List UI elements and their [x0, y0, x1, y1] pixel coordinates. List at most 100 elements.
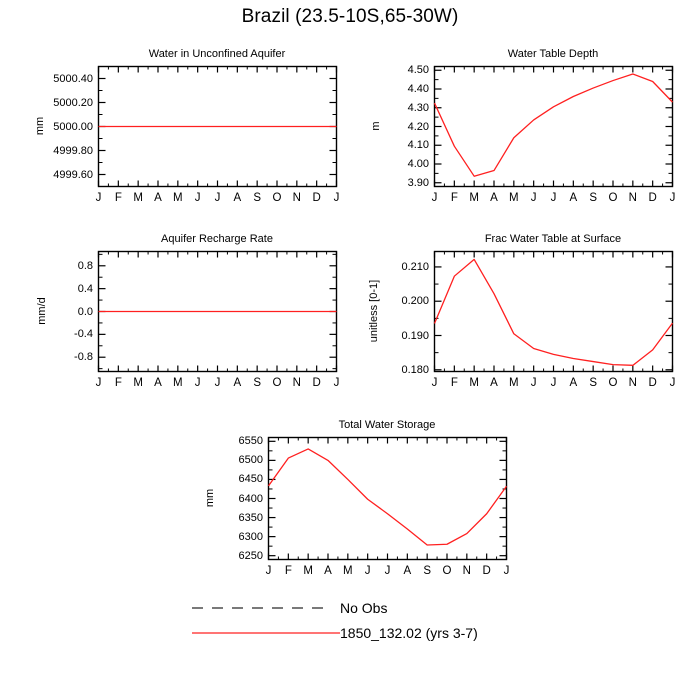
x-axis-tick-label: S: [253, 377, 261, 389]
legend-row: No Obs: [0, 597, 700, 619]
y-axis-tick-label: 5000.00: [53, 120, 93, 133]
legend-line-swatch: [192, 607, 332, 609]
x-axis-tick-label: M: [133, 377, 143, 389]
plot-area: [97, 250, 338, 373]
chart-panel-4: Frac Water Table at Surface 0.180 0.190 0.2…: [364, 233, 682, 395]
x-axis-tick-label: J: [214, 377, 221, 389]
chart-panel-1: Water in Unconfined Aquifer 4999.60 4999.8…: [28, 48, 346, 210]
page-title: Brazil (23.5-10S,65-30W): [241, 6, 459, 27]
y-axis-tick-label: 3.90: [407, 176, 429, 189]
y-axis-tick-label: 4.10: [407, 139, 429, 152]
x-axis-tick-label: J: [194, 377, 201, 389]
y-axis-tick-label: -0.4: [74, 328, 93, 341]
x-axis-tick-label: O: [608, 377, 618, 389]
x-axis-tick-label: J: [550, 192, 557, 204]
x-axis-tick-label: D: [312, 377, 321, 389]
x-axis-tick-label: F: [114, 192, 122, 204]
y-axis-tick-label: 4.20: [407, 120, 429, 133]
panel-title: Frac Water Table at Surface: [484, 233, 622, 245]
y-axis-tick-label: 6400: [238, 492, 263, 505]
x-axis-tick-label: A: [324, 565, 332, 577]
x-axis-tick-label: A: [154, 377, 162, 389]
x-axis-tick-label: M: [303, 565, 313, 577]
panel-title: Total Water Storage: [338, 419, 436, 431]
legend: No Obs 1850_132.02 (yrs 3-7): [0, 585, 700, 665]
x-axis-tick-label: J: [364, 565, 371, 577]
x-axis-tick-label: O: [608, 192, 618, 204]
x-axis-tick-label: J: [669, 192, 676, 204]
plot-frame: [433, 65, 674, 188]
panel-title: Water in Unconfined Aquifer: [148, 48, 286, 60]
x-axis-tick-label: A: [569, 192, 578, 204]
y-axis-tick-label: 6250: [238, 549, 263, 562]
x-axis-tick-label: J: [431, 192, 438, 204]
y-axis-label: mm: [34, 116, 46, 136]
x-axis-tick-label: J: [503, 565, 510, 577]
x-axis-tick-label: S: [423, 565, 431, 577]
chart-panel-2: Water Table Depth 3.90 4.00 4.10 4.20 4.30 4.4…: [364, 48, 682, 210]
data-series-line: [433, 258, 674, 366]
y-axis-tick-label: 0.190: [401, 329, 429, 342]
plot-area: [433, 65, 674, 188]
legend-label: 1850_132.02 (yrs 3-7): [340, 625, 478, 641]
y-axis-tick-label: 0.200: [401, 295, 429, 308]
x-axis-tick-label: J: [431, 377, 438, 389]
x-axis-tick-label: O: [442, 565, 452, 577]
x-axis-tick-label: A: [490, 377, 498, 389]
x-axis-tick-label: J: [530, 377, 537, 389]
y-axis-tick-label: 0.180: [401, 363, 429, 376]
plot-area: [97, 65, 338, 188]
y-axis-tick-label: 0.0: [77, 305, 93, 318]
x-axis-tick-label: M: [469, 377, 479, 389]
x-axis-tick-label: A: [490, 192, 498, 204]
legend-row: 1850_132.02 (yrs 3-7): [0, 622, 700, 644]
x-axis-tick-label: N: [292, 377, 301, 389]
chart-panel-3: Aquifer Recharge Rate -0.8 -0.4 0.0 0.4 0.8 J F…: [28, 233, 346, 395]
y-axis-tick-label: -0.8: [74, 351, 93, 364]
y-axis-label: mm: [204, 488, 216, 508]
data-series-line: [433, 73, 673, 177]
plot-frame: [267, 436, 508, 561]
y-axis-tick-label: 0.4: [77, 282, 93, 295]
x-axis-tick-label: M: [469, 192, 479, 204]
x-axis-tick-label: S: [253, 192, 261, 204]
x-axis-tick-label: N: [462, 565, 471, 577]
x-axis-tick-label: N: [628, 377, 637, 389]
y-axis-tick-label: 4999.80: [53, 144, 93, 157]
x-axis-tick-label: M: [133, 192, 143, 204]
x-axis-tick-label: J: [95, 192, 102, 204]
x-axis-tick-label: D: [482, 565, 491, 577]
x-axis-tick-label: O: [272, 192, 282, 204]
x-axis-tick-label: J: [384, 565, 391, 577]
x-axis-tick-label: M: [343, 565, 353, 577]
x-axis-tick-label: F: [284, 565, 292, 577]
x-axis-tick-label: M: [173, 377, 183, 389]
x-axis-tick-label: A: [403, 565, 412, 577]
x-axis-tick-label: N: [292, 192, 301, 204]
y-axis-tick-label: 4.30: [407, 101, 429, 114]
legend-label: No Obs: [340, 600, 388, 616]
x-axis-tick-label: F: [114, 377, 122, 389]
y-axis-tick-label: 6450: [238, 473, 263, 486]
y-axis-label: m: [370, 121, 382, 131]
x-axis-tick-label: O: [272, 377, 282, 389]
x-axis-tick-label: M: [509, 192, 519, 204]
y-axis-tick-label: 4999.60: [53, 168, 93, 181]
x-axis-tick-label: J: [333, 192, 340, 204]
x-axis-tick-label: F: [450, 377, 458, 389]
y-axis-tick-label: 6300: [238, 530, 263, 543]
x-axis-tick-label: J: [333, 377, 340, 389]
x-axis-tick-label: A: [154, 192, 162, 204]
x-axis-tick-label: J: [95, 377, 102, 389]
y-axis-tick-label: 4.00: [407, 158, 429, 170]
x-axis-tick-label: F: [450, 192, 458, 204]
y-axis-tick-label: 6550: [238, 435, 263, 448]
x-axis-tick-label: A: [569, 377, 578, 389]
x-axis-tick-label: S: [589, 192, 597, 204]
y-axis-tick-label: 0.8: [77, 259, 93, 272]
plot-area: [267, 436, 508, 561]
panel-title: Water Table Depth: [507, 48, 599, 60]
x-axis-tick-label: M: [173, 192, 183, 204]
x-axis-tick-label: J: [265, 565, 272, 577]
